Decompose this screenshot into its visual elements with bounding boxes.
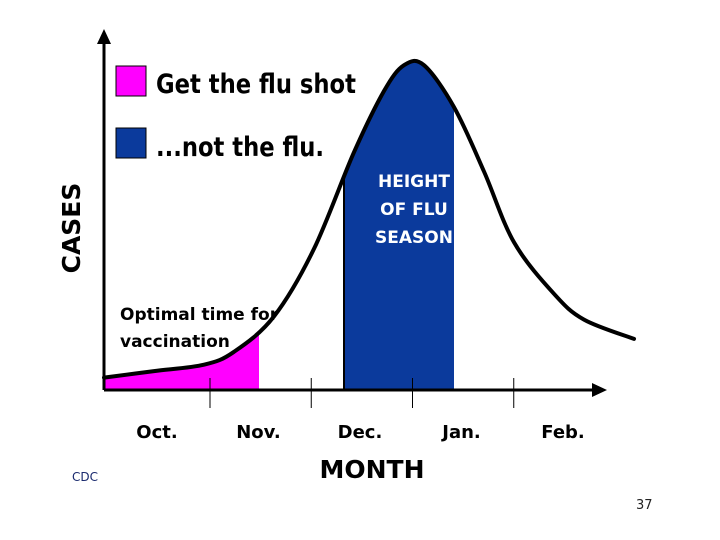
- source-credit: CDC: [72, 470, 98, 484]
- legend-label-flu-shot: Get the flu shot: [156, 69, 356, 100]
- vaccination-region: [104, 332, 259, 390]
- peak-annotation-line1: HEIGHT: [378, 172, 450, 192]
- month-tick-group: [209, 378, 515, 408]
- flu-cases-curve: [102, 58, 636, 380]
- y-axis-arrow: [97, 29, 111, 44]
- month-label: Dec.: [338, 422, 383, 443]
- month-label-group: Oct. Nov. Dec. Jan. Feb.: [136, 422, 584, 443]
- month-label: Nov.: [236, 422, 281, 443]
- month-label: Jan.: [440, 422, 481, 443]
- flu-peak-region: [344, 60, 454, 390]
- month-label: Feb.: [541, 422, 585, 443]
- legend-swatch-flu-shot: [115, 65, 147, 97]
- vaccination-annotation-line2: vaccination: [120, 332, 230, 352]
- legend-label-not-flu: ...not the flu.: [156, 132, 324, 163]
- x-axis-arrow: [592, 383, 607, 397]
- peak-annotation-line2: OF FLU: [380, 200, 448, 220]
- y-axis-title: CASES: [57, 183, 86, 274]
- page-number: 37: [636, 498, 653, 513]
- legend-swatch-not-flu: [115, 127, 147, 159]
- month-label: Oct.: [136, 422, 177, 443]
- vaccination-annotation-line1: Optimal time for: [120, 305, 279, 325]
- x-axis-title: MONTH: [319, 455, 424, 484]
- peak-annotation-line3: SEASON: [375, 228, 453, 248]
